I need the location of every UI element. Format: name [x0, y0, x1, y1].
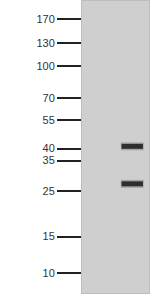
svg-text:130: 130	[36, 37, 54, 49]
svg-text:35: 35	[43, 154, 55, 166]
svg-text:10: 10	[43, 267, 55, 279]
svg-text:15: 15	[43, 230, 55, 242]
svg-text:40: 40	[43, 142, 55, 154]
svg-text:70: 70	[43, 92, 55, 104]
svg-text:55: 55	[43, 114, 55, 126]
svg-text:25: 25	[43, 185, 55, 197]
svg-text:100: 100	[36, 60, 54, 72]
svg-text:170: 170	[36, 13, 54, 25]
